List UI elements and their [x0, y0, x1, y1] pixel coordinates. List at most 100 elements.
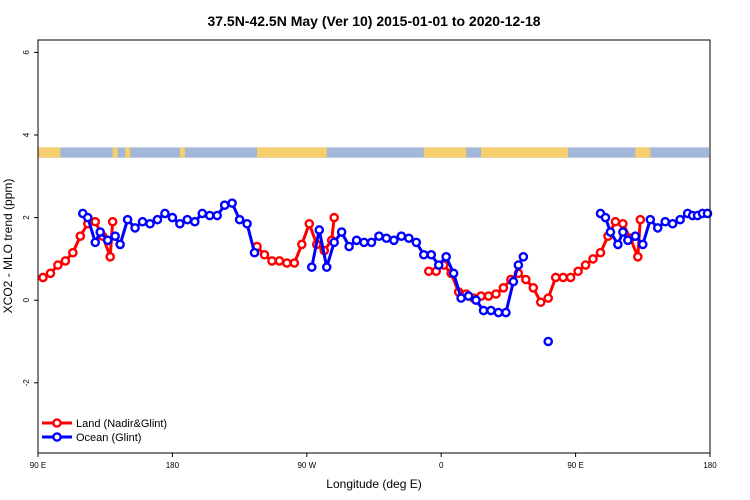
data-point: [535, 297, 546, 308]
data-point: [110, 231, 120, 241]
data-point: [493, 307, 504, 318]
data-point: [137, 216, 148, 227]
series-ocean: [78, 198, 713, 347]
y-tick-label: 4: [22, 132, 31, 137]
data-point: [381, 233, 392, 244]
data-point: [274, 256, 285, 266]
legend: Land (Nadir&Glint) Ocean (Glint): [42, 418, 167, 444]
data-point: [623, 235, 633, 246]
data-point: [463, 291, 474, 301]
data-point: [282, 258, 292, 268]
data-point: [675, 214, 685, 225]
data-point: [115, 239, 125, 250]
data-point: [90, 216, 101, 227]
data-point: [558, 272, 568, 283]
y-tick-label: 6: [22, 50, 31, 55]
data-point: [212, 210, 222, 221]
data-point: [448, 268, 459, 279]
data-point: [595, 247, 606, 258]
data-point: [610, 216, 621, 227]
data-point: [613, 239, 623, 250]
data-point: [518, 252, 529, 262]
map-land: [179, 147, 185, 158]
data-point: [351, 235, 362, 246]
data-point: [389, 235, 399, 246]
data-point: [297, 239, 307, 250]
map-land: [38, 147, 61, 158]
data-point: [521, 274, 531, 285]
data-point: [182, 214, 193, 225]
legend-swatch-point: [52, 418, 62, 428]
data-point: [565, 272, 576, 283]
data-point: [396, 231, 407, 241]
data-point: [588, 254, 598, 264]
map-land: [125, 147, 131, 158]
data-point: [423, 266, 434, 277]
map-land: [481, 147, 569, 158]
data-point: [82, 212, 93, 223]
legend-label: Ocean (Glint): [76, 432, 141, 444]
data-point: [635, 214, 646, 225]
data-point: [152, 214, 163, 225]
data-point: [418, 249, 429, 260]
data-point: [321, 262, 332, 272]
x-axis-label: Longitude (deg E): [326, 477, 421, 491]
y-tick-label: 0: [22, 297, 31, 302]
series-layer: [38, 198, 713, 347]
data-point: [508, 276, 519, 287]
data-point: [605, 227, 616, 237]
data-point: [107, 216, 118, 227]
data-point: [426, 249, 437, 260]
data-point: [471, 295, 481, 305]
map-land: [257, 147, 327, 158]
data-point: [660, 216, 671, 227]
map-land: [635, 147, 651, 158]
data-point: [259, 249, 270, 260]
x-tick-label: 180: [166, 461, 180, 470]
legend-item: Land (Nadir&Glint): [42, 418, 167, 430]
data-point: [344, 241, 354, 252]
data-point: [618, 227, 628, 237]
data-point: [630, 231, 641, 241]
data-point: [441, 252, 451, 262]
data-point: [267, 256, 277, 266]
data-point: [130, 223, 140, 233]
data-point: [249, 247, 260, 258]
x-axis: 90 E 180 90 W 0 90 E 180: [30, 453, 717, 470]
data-point: [456, 293, 466, 303]
y-tick-label: -2: [22, 379, 31, 387]
data-point: [204, 210, 215, 221]
data-point: [189, 216, 200, 227]
data-point: [498, 282, 509, 293]
data-point: [53, 260, 63, 270]
data-point: [105, 252, 115, 262]
y-axis-label: XCO2 - MLO trend (ppm): [1, 179, 15, 314]
data-point: [289, 258, 300, 268]
data-point: [38, 272, 48, 283]
data-point: [618, 218, 628, 229]
data-point: [478, 305, 489, 316]
data-point: [652, 223, 663, 233]
data-point: [175, 218, 185, 229]
data-point: [304, 218, 315, 229]
data-point: [227, 198, 237, 208]
data-point: [160, 208, 170, 219]
data-point: [145, 218, 155, 229]
x-tick-label: 180: [703, 461, 717, 470]
x-tick-label: 90 E: [30, 461, 46, 470]
x-tick-label: 90 E: [567, 461, 583, 470]
data-point: [411, 237, 422, 248]
data-point: [306, 262, 317, 272]
data-point: [234, 214, 245, 225]
data-point: [491, 289, 501, 299]
data-point: [359, 237, 369, 248]
data-point: [329, 237, 339, 248]
data-point: [433, 260, 444, 270]
data-point: [580, 260, 591, 270]
data-point: [95, 227, 106, 237]
chart-title: 37.5N-42.5N May (Ver 10) 2015-01-01 to 2…: [207, 13, 540, 29]
plot-frame: [37, 39, 711, 454]
x-tick-label: 0: [439, 461, 444, 470]
data-point: [550, 272, 561, 283]
